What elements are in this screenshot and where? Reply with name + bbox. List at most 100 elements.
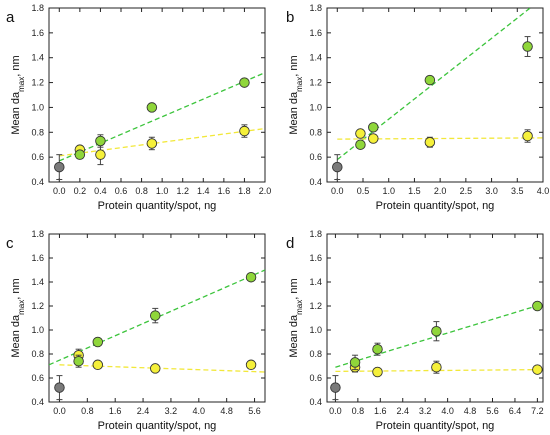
yellow-point — [245, 359, 257, 371]
green-trend-line — [59, 72, 265, 162]
y-tick-label: 0.8 — [309, 127, 322, 137]
yellow-trend-line — [59, 127, 265, 157]
yellow-trend-line — [59, 364, 265, 373]
panel-letter: b — [286, 9, 294, 26]
y-axis-label-main: Mean da — [288, 314, 300, 358]
y-tick-label: 0.8 — [309, 349, 322, 359]
green-point — [522, 41, 533, 52]
y-tick-label: 1.2 — [309, 301, 322, 311]
control-point — [332, 161, 343, 173]
y-tick-label: 0.4 — [31, 177, 44, 187]
y-tick-label: 0.4 — [31, 397, 44, 407]
y-axis-label: Mean damax, nm — [288, 278, 304, 357]
y-tick-label: 1.6 — [309, 253, 322, 263]
y-tick-label: 1.2 — [31, 301, 44, 311]
yellow-point — [92, 359, 104, 371]
green-point — [95, 135, 106, 147]
x-tick-label: 2.5 — [460, 186, 473, 196]
x-tick-label: 4.8 — [464, 406, 477, 416]
x-axis-label: Protein quantity/spot, ng — [98, 200, 217, 212]
y-axis-label-unit: , nm — [10, 55, 22, 76]
x-tick-label: 6.4 — [509, 406, 522, 416]
green-point — [372, 343, 383, 355]
x-tick-label: 0.5 — [357, 186, 370, 196]
y-tick-label: 1.6 — [31, 28, 44, 38]
control-point — [330, 382, 341, 393]
y-tick-label: 0.4 — [309, 177, 322, 187]
green-point — [73, 355, 84, 367]
y-axis-label-subscript: max — [295, 300, 304, 315]
x-tick-label: 4.8 — [220, 406, 233, 416]
chart-panel-d: d 0.0 0.8 1.6 2.4 3.2 4.0 4.8 5.6 6.4 7.2 0.4 0.6 0.8… — [286, 229, 544, 432]
y-tick-label: 1.8 — [31, 229, 44, 239]
x-tick-label: 4.0 — [193, 406, 206, 416]
x-tick-label: 2.4 — [396, 406, 409, 416]
yellow-point — [522, 130, 533, 142]
y-tick-label: 0.6 — [31, 152, 44, 162]
yellow-point — [532, 364, 543, 375]
y-tick-label: 1.6 — [309, 28, 322, 38]
plot-frame — [326, 7, 544, 183]
yellow-point — [355, 128, 366, 139]
panel-letter: d — [286, 235, 294, 252]
x-tick-label: 2.0 — [434, 186, 447, 196]
y-tick-label: 1.4 — [31, 277, 44, 287]
green-point — [150, 310, 161, 321]
x-tick-label: 0.4 — [94, 186, 107, 196]
green-point — [368, 122, 379, 133]
x-tick-label: 0.8 — [135, 186, 148, 196]
y-tick-label: 1.4 — [309, 277, 322, 287]
y-tick-label: 1.4 — [309, 53, 322, 63]
chart-panel-b: b 0.0 0.5 1.0 1.5 2.0 2.5 3.0 3.5 4.0 0.4 0.6 0.8 1.0… — [286, 3, 549, 212]
green-point — [532, 300, 543, 312]
y-axis-label-main: Mean da — [10, 314, 22, 358]
x-axis-label: Protein quantity/spot, ng — [376, 420, 495, 432]
y-axis-label-unit: , nm — [10, 278, 22, 299]
x-tick-label: 0.0 — [53, 406, 66, 416]
y-axis-label-subscript: max — [295, 77, 304, 92]
x-tick-label: 3.0 — [485, 186, 498, 196]
x-tick-label: 1.6 — [374, 406, 387, 416]
y-axis-label: Mean damax, nm — [10, 55, 26, 134]
y-axis-label-main: Mean da — [288, 91, 300, 135]
yellow-point — [150, 363, 161, 374]
y-tick-label: 1.0 — [31, 102, 44, 112]
y-tick-label: 1.2 — [31, 78, 44, 88]
x-tick-label: 1.8 — [238, 186, 251, 196]
y-tick-label: 0.6 — [309, 373, 322, 383]
y-tick-label: 1.8 — [31, 3, 44, 13]
yellow-point — [146, 138, 158, 149]
y-axis-label-subscript: max — [17, 77, 26, 92]
y-tick-label: 1.8 — [309, 229, 322, 239]
chart-panel-c: c 0.0 0.8 1.6 2.4 3.2 4.0 4.8 5.6 0.4 0.6 0.8 1.0 1.2… — [6, 229, 266, 432]
yellow-point — [368, 133, 379, 144]
green-point — [355, 139, 366, 150]
x-tick-label: 0.6 — [115, 186, 128, 196]
control-point — [54, 382, 65, 393]
x-tick-label: 0.8 — [352, 406, 365, 416]
yellow-trend-line — [335, 368, 541, 373]
panel-letter: c — [6, 235, 14, 252]
panel-letter: a — [6, 9, 15, 26]
y-tick-label: 0.6 — [31, 373, 44, 383]
plot-frame — [326, 233, 544, 403]
x-tick-label: 1.5 — [408, 186, 421, 196]
x-tick-label: 0.0 — [331, 186, 344, 196]
yellow-point — [372, 366, 383, 378]
yellow-point — [239, 125, 250, 137]
y-tick-label: 0.6 — [309, 152, 322, 162]
x-tick-label: 0.0 — [329, 406, 342, 416]
yellow-point — [431, 361, 442, 373]
yellow-point — [95, 149, 106, 160]
plot-frame — [48, 233, 266, 403]
x-tick-label: 5.6 — [248, 406, 261, 416]
y-tick-label: 1.4 — [31, 53, 44, 63]
x-tick-label: 1.2 — [176, 186, 189, 196]
x-tick-label: 0.8 — [81, 406, 94, 416]
y-tick-label: 1.0 — [309, 325, 322, 335]
y-tick-label: 0.8 — [31, 349, 44, 359]
plot-frame — [48, 7, 266, 183]
x-tick-label: 7.2 — [531, 406, 544, 416]
y-axis-label: Mean damax, nm — [288, 55, 304, 134]
